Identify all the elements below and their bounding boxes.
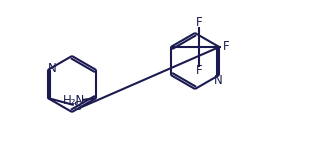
- Text: F: F: [195, 64, 202, 78]
- Text: N: N: [214, 73, 223, 86]
- Text: F: F: [223, 41, 229, 54]
- Text: F: F: [195, 17, 202, 29]
- Text: H₂N: H₂N: [63, 93, 85, 107]
- Text: S: S: [73, 100, 82, 112]
- Text: N: N: [47, 63, 56, 76]
